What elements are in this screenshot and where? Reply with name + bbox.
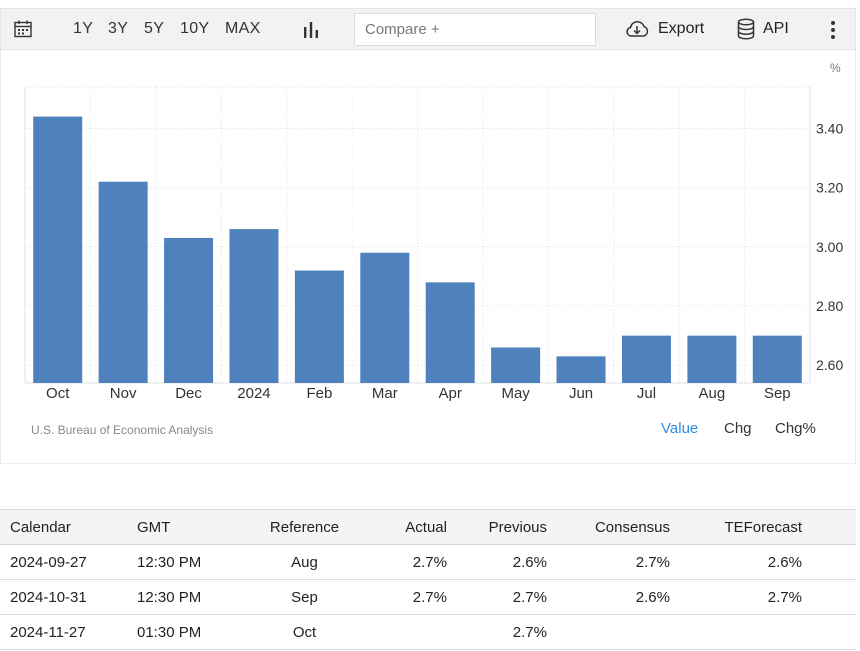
cell-date: 2024-10-31 — [0, 579, 137, 615]
bar — [98, 181, 148, 383]
header-reference: Reference — [242, 509, 367, 545]
cell-actual: 2.7% — [367, 579, 447, 615]
cell-reference: Oct — [242, 614, 367, 650]
api-label: API — [763, 20, 789, 37]
bar — [621, 335, 671, 383]
cell-reference: Sep — [242, 579, 367, 615]
header-consensus: Consensus — [547, 509, 670, 545]
cell-consensus — [547, 614, 670, 650]
x-tick-label: Mar — [372, 385, 398, 402]
x-tick-label: Feb — [306, 385, 332, 402]
calendar-icon[interactable] — [13, 19, 33, 39]
range-3y-button[interactable]: 3Y — [108, 20, 129, 37]
cell-date: 2024-11-27 — [0, 614, 137, 650]
cell-consensus: 2.7% — [547, 544, 670, 580]
chart-panel — [0, 50, 856, 464]
cell-reference: Aug — [242, 544, 367, 580]
header-previous: Previous — [447, 509, 547, 545]
cell-previous: 2.7% — [447, 579, 547, 615]
cell-actual — [367, 614, 447, 650]
x-tick-label: Aug — [699, 385, 726, 402]
database-icon — [737, 18, 755, 40]
x-tick-label: Apr — [439, 385, 462, 402]
table-row: 2024-10-31 12:30 PM Sep 2.7% 2.7% 2.6% 2… — [0, 579, 856, 615]
header-actual: Actual — [367, 509, 447, 545]
table-row: 2024-11-27 01:30 PM Oct 2.7% — [0, 614, 856, 650]
x-tick-label: Dec — [175, 385, 202, 402]
table-row: 2024-09-27 12:30 PM Aug 2.7% 2.6% 2.7% 2… — [0, 544, 856, 580]
x-tick-label: 2024 — [237, 385, 270, 402]
y-tick-label: 3.40 — [816, 120, 843, 136]
cell-consensus: 2.6% — [547, 579, 670, 615]
cloud-download-icon — [626, 21, 649, 37]
chart-source: U.S. Bureau of Economic Analysis — [31, 423, 214, 437]
bar — [294, 270, 344, 383]
y-tick-label: 2.60 — [816, 357, 843, 373]
range-5y-button[interactable]: 5Y — [144, 20, 165, 37]
header-gmt: GMT — [137, 509, 242, 545]
x-tick-label: Nov — [110, 385, 137, 402]
bar — [687, 335, 737, 383]
compare-input[interactable] — [354, 13, 596, 46]
bar — [33, 116, 83, 383]
export-label: Export — [658, 20, 705, 37]
api-button[interactable]: API — [737, 17, 789, 41]
cell-gmt: 01:30 PM — [137, 614, 242, 650]
bar-chart: 2.60 2.80 3.00 3.20 3.40% Oct Nov Dec 2024 Feb Mar… — [24, 61, 843, 402]
x-tick-label: Oct — [46, 385, 70, 402]
cell-teforecast: 2.7% — [670, 579, 856, 615]
calendar-table: Calendar GMT Reference Actual Previous C… — [0, 509, 856, 650]
range-10y-button[interactable]: 10Y — [180, 20, 210, 37]
cell-teforecast — [670, 614, 856, 650]
y-tick-label: 2.80 — [816, 298, 843, 314]
bar — [425, 282, 475, 383]
cell-gmt: 12:30 PM — [137, 579, 242, 615]
export-button[interactable]: Export — [624, 17, 704, 41]
tab-chg[interactable]: Chg — [724, 420, 752, 437]
cell-actual: 2.7% — [367, 544, 447, 580]
bar — [164, 237, 214, 383]
cell-previous: 2.7% — [447, 614, 547, 650]
tab-chg-percent[interactable]: Chg% — [775, 420, 816, 437]
table-header-row: Calendar GMT Reference Actual Previous C… — [0, 509, 856, 545]
more-vertical-icon[interactable] — [827, 19, 839, 41]
chart-toolbar: 1Y 3Y 5Y 10Y MAX Export API — [0, 8, 856, 50]
cell-date: 2024-09-27 — [0, 544, 137, 580]
x-tick-label: Jun — [569, 385, 593, 402]
bar — [752, 335, 802, 383]
bar — [360, 252, 410, 383]
header-teforecast: TEForecast — [670, 509, 856, 545]
tab-value[interactable]: Value — [661, 420, 699, 437]
y-unit-label: % — [830, 61, 841, 75]
range-1y-button[interactable]: 1Y — [73, 20, 94, 37]
x-tick-label: Jul — [637, 385, 656, 402]
x-tick-label: Sep — [764, 385, 791, 402]
bar — [229, 229, 279, 383]
y-tick-label: 3.00 — [816, 239, 843, 255]
cell-teforecast: 2.6% — [670, 544, 856, 580]
bar — [556, 356, 606, 383]
x-tick-label: May — [501, 385, 530, 402]
bar — [491, 347, 541, 383]
header-calendar: Calendar — [0, 509, 137, 545]
cell-previous: 2.6% — [447, 544, 547, 580]
y-tick-label: 3.20 — [816, 180, 843, 196]
bar-chart-icon[interactable] — [301, 20, 321, 40]
range-max-button[interactable]: MAX — [225, 20, 261, 37]
cell-gmt: 12:30 PM — [137, 544, 242, 580]
